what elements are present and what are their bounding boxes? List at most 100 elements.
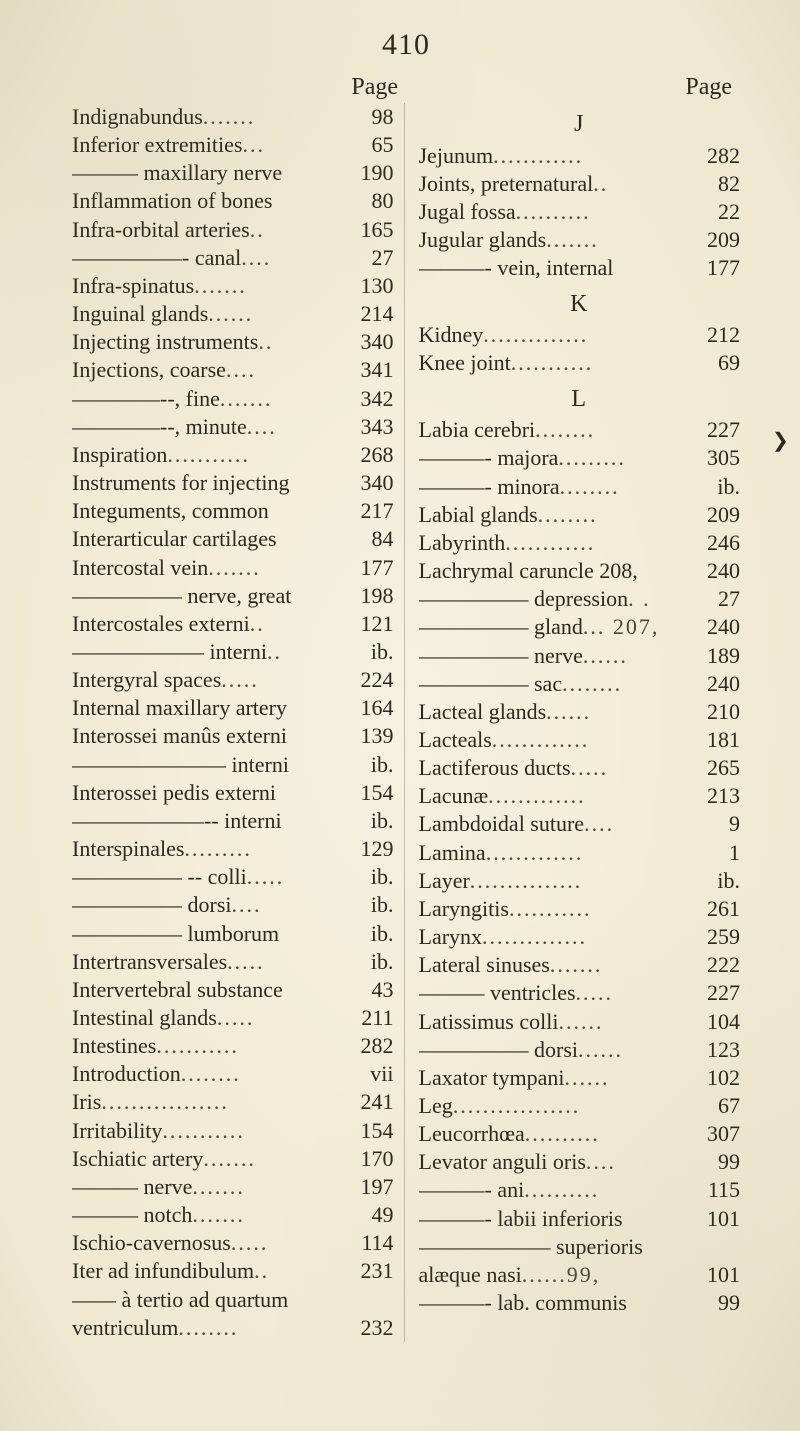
index-entry: ———- lab. communis99 bbox=[419, 1289, 741, 1317]
index-entry: Knee joint ...........69 bbox=[419, 349, 741, 377]
index-page-ref: 43 bbox=[344, 976, 394, 1004]
index-entry: ——— nerve .......197 bbox=[72, 1173, 394, 1201]
leader-dots: .. bbox=[593, 170, 690, 198]
index-entry: Internal maxillary artery164 bbox=[72, 694, 394, 722]
index-entry: Iter ad infundibulum ..231 bbox=[72, 1257, 394, 1285]
index-entry: Laxator tympani ......102 bbox=[419, 1064, 741, 1092]
index-entry: ——— ventricles .....227 bbox=[419, 979, 741, 1007]
index-entry: Kidney..............212 bbox=[419, 321, 741, 349]
index-entry: —————— superioris bbox=[419, 1233, 741, 1261]
index-term: Instruments for injecting bbox=[72, 469, 290, 497]
leader-dots: ........... bbox=[511, 349, 690, 377]
index-page-ref: 259 bbox=[690, 923, 740, 951]
index-entry: ————--, minute....343 bbox=[72, 413, 394, 441]
index-term: ———- minora bbox=[419, 473, 560, 501]
index-entry: Intestines...........282 bbox=[72, 1032, 394, 1060]
index-page-ref: 343 bbox=[344, 413, 394, 441]
index-page-ref: 224 bbox=[344, 666, 394, 694]
index-term: Jejunum bbox=[419, 142, 494, 170]
index-entry: ————— sac........240 bbox=[419, 670, 741, 698]
index-term: ————— lumborum bbox=[72, 920, 279, 948]
index-page-ref: 341 bbox=[344, 356, 394, 384]
index-term: Ischiatic artery bbox=[72, 1145, 203, 1173]
index-entry: Integuments, common217 bbox=[72, 497, 394, 525]
index-page-ref: 114 bbox=[344, 1229, 394, 1257]
leader-dots: .... bbox=[586, 1148, 690, 1176]
index-entry: ———- ani ..........115 bbox=[419, 1176, 741, 1204]
index-term: ——— maxillary nerve bbox=[72, 159, 282, 187]
index-page-ref: 104 bbox=[690, 1008, 740, 1036]
index-term: Lamina bbox=[419, 839, 486, 867]
index-term: Joints, preternatural bbox=[419, 170, 594, 198]
index-page-ref: 209 bbox=[690, 226, 740, 254]
index-entry: Layer ...............ib. bbox=[419, 867, 741, 895]
index-term: ———- lab. communis bbox=[419, 1289, 627, 1317]
index-page-ref: 130 bbox=[344, 272, 394, 300]
index-page-ref: ib. bbox=[344, 638, 394, 666]
index-term: Jugal fossa bbox=[419, 198, 516, 226]
index-page-ref: ib. bbox=[690, 867, 740, 895]
index-page-ref: 240 bbox=[690, 557, 740, 585]
index-entry: ————— nerve......189 bbox=[419, 642, 741, 670]
index-entry: Intestinal glands .....211 bbox=[72, 1004, 394, 1032]
leader-dots: ..... bbox=[247, 863, 344, 891]
index-entry: ————— dorsi ......123 bbox=[419, 1036, 741, 1064]
index-page-ref: 190 bbox=[344, 159, 394, 187]
leader-dots: ..... bbox=[217, 1004, 344, 1032]
index-entry: Lamina .............1 bbox=[419, 839, 741, 867]
index-page-ref: ib. bbox=[690, 473, 740, 501]
index-page-ref: 154 bbox=[344, 1117, 394, 1145]
leader-dots: .......... bbox=[525, 1120, 690, 1148]
index-entry: Intercostal vein.......177 bbox=[72, 554, 394, 582]
index-page-ref: 101 bbox=[690, 1261, 740, 1289]
index-term: ————--, fine bbox=[72, 385, 220, 413]
index-term: Layer bbox=[419, 867, 470, 895]
index-term: Infra-orbital arteries bbox=[72, 216, 250, 244]
index-term: ———- ani bbox=[419, 1176, 525, 1204]
leader-dots: .......... bbox=[516, 198, 690, 226]
index-page-ref: 232 bbox=[344, 1314, 394, 1342]
index-entry: Introduction ........vii bbox=[72, 1060, 394, 1088]
index-term: Infra-spinatus bbox=[72, 272, 194, 300]
leader-dots: ....... bbox=[203, 1145, 343, 1173]
index-term: ————— gland bbox=[419, 613, 583, 641]
leader-dots: ....... bbox=[194, 272, 343, 300]
index-entry: ————— dorsi ....ib. bbox=[72, 891, 394, 919]
index-entry: Interossei pedis externi154 bbox=[72, 779, 394, 807]
leader-dots: .... bbox=[226, 356, 344, 384]
index-term: Intercostal vein bbox=[72, 554, 208, 582]
index-term: Inferior extremities bbox=[72, 131, 242, 159]
index-page-ref: 198 bbox=[344, 582, 394, 610]
index-page-ref: 170 bbox=[344, 1145, 394, 1173]
index-entry: Intervertebral substance43 bbox=[72, 976, 394, 1004]
section-heading: K bbox=[419, 289, 741, 320]
index-page-ref: 241 bbox=[344, 1088, 394, 1116]
index-entry: ——————— interniib. bbox=[72, 751, 394, 779]
leader-dots: ............ bbox=[505, 529, 690, 557]
index-entry: ————— gland... 207,240 bbox=[419, 613, 741, 641]
leader-dots: .. bbox=[258, 328, 343, 356]
index-term: Internal maxillary artery bbox=[72, 694, 287, 722]
index-entry: Jejunum............282 bbox=[419, 142, 741, 170]
leader-dots: ............ bbox=[493, 142, 690, 170]
index-term: Levator anguli oris bbox=[419, 1148, 586, 1176]
leader-dots: .. bbox=[254, 1257, 343, 1285]
index-term: —————— interni bbox=[72, 638, 267, 666]
index-columns: Indignabundus.......98Inferior extremiti… bbox=[72, 103, 740, 1342]
leader-dots: ...... bbox=[583, 642, 690, 670]
index-entry: ventriculum ........232 bbox=[72, 1314, 394, 1342]
index-page-ref: ib. bbox=[344, 807, 394, 835]
index-entry: Labyrinth ............246 bbox=[419, 529, 741, 557]
index-entry: ———- vein, internal177 bbox=[419, 254, 741, 282]
leader-dots: ..... bbox=[576, 979, 690, 1007]
index-entry: Lacteals .............181 bbox=[419, 726, 741, 754]
index-term: Intestines bbox=[72, 1032, 156, 1060]
index-term: Leucorrhœa bbox=[419, 1120, 525, 1148]
index-page-ref: 209 bbox=[690, 501, 740, 529]
leader-dots: ............. bbox=[488, 782, 690, 810]
leader-dots: .... bbox=[232, 891, 344, 919]
index-term: ————— dorsi bbox=[72, 891, 232, 919]
index-entry: Jugal fossa ..........22 bbox=[419, 198, 741, 226]
section-heading: J bbox=[419, 109, 741, 140]
index-entry: Ischiatic artery .......170 bbox=[72, 1145, 394, 1173]
